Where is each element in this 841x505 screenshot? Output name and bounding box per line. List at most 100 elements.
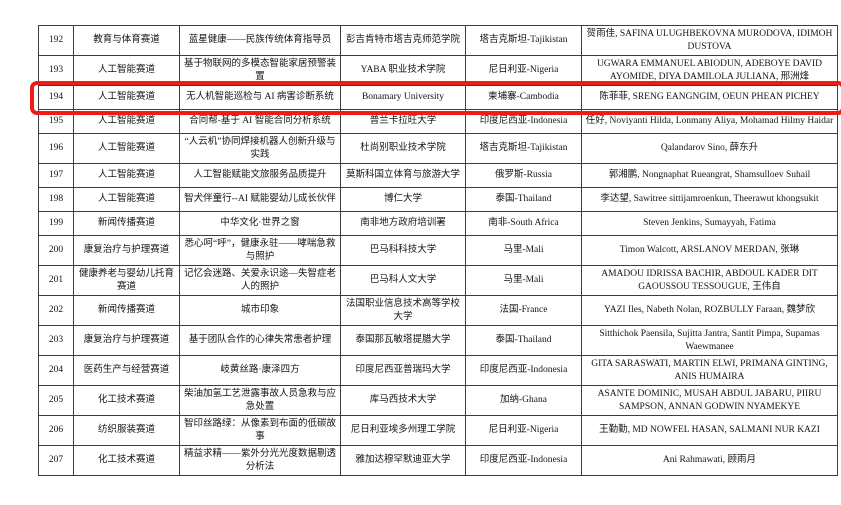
cell-university: Bonamary University — [340, 85, 466, 110]
cell-country: 印度尼西亚-Indonesia — [465, 445, 582, 476]
cell-members: 陈菲菲, SRENG EANGNGIM, OEUN PHEAN PICHEY — [581, 85, 838, 110]
cell-project: 智印丝路绿：从像素到布面的低碳故事 — [179, 415, 341, 446]
cell-members: 贺雨佳, SAFINA ULUGHBEKOVNA MURODOVA, IDIMO… — [581, 25, 838, 56]
cell-university: 库马西技术大学 — [340, 385, 466, 416]
cell-members: 李达望, Sawitree sittijamroenkun, Theerawut… — [581, 187, 838, 212]
cell-project: 人工智能赋能文旅服务品质提升 — [179, 163, 341, 188]
cell-members: 任好, Noviyanti Hilda, Lonmany Aliya, Moha… — [581, 109, 838, 134]
table-row: 207 化工技术赛道 精益求精——紫外分光光度数据剔透分析法 雅加达穆罕默迪亚大学 印度… — [38, 445, 838, 476]
cell-members: AMADOU IDRISSA BACHIR, ABDOUL KADER DIT … — [581, 265, 838, 296]
cell-track: 人工智能赛道 — [73, 133, 180, 164]
table-row: 200 康复治疗与护理赛道 悉心呵“呼”，健康永驻——哮喘急救与照护 巴马科科技大学马… — [38, 235, 838, 266]
table-row: 193 人工智能赛道 基于物联网的多模态智能家居预警装置 YABA 职业技术学院 尼日利… — [38, 55, 838, 86]
cell-university: 彭吉肯特市塔吉克师范学院 — [340, 25, 466, 56]
cell-country: 泰国-Thailand — [465, 187, 582, 212]
cell-country: 法国-France — [465, 295, 582, 326]
cell-university: 博仁大学 — [340, 187, 466, 212]
cell-university: 法国职业信息技术高等学校大学 — [340, 295, 466, 326]
cell-number: 195 — [38, 109, 74, 134]
cell-track: 人工智能赛道 — [73, 85, 180, 110]
cell-number: 202 — [38, 295, 74, 326]
cell-country: 马里-Mali — [465, 265, 582, 296]
cell-members: GITA SARASWATI, MARTIN ELWI, PRIMANA GIN… — [581, 355, 838, 386]
cell-university: 雅加达穆罕默迪亚大学 — [340, 445, 466, 476]
cell-university: 莫斯科国立体育与旅游大学 — [340, 163, 466, 188]
cell-project: 记忆会迷路、关爱永识途—失智症老人的照护 — [179, 265, 341, 296]
cell-number: 198 — [38, 187, 74, 212]
table-row: 206 纺织服装赛道 智印丝路绿：从像素到布面的低碳故事 尼日利亚埃多州理工学院 尼日利… — [38, 415, 838, 446]
cell-members: Timon Walcott, ARSLANOV MERDAN, 张琳 — [581, 235, 838, 266]
table-row: 204 医药生产与经营赛道 岐黄丝路·康泽四方 印度尼西亚普瑞玛大学 印度尼西亚-Ind… — [38, 355, 838, 386]
cell-number: 196 — [38, 133, 74, 164]
cell-members: ASANTE DOMINIC, MUSAH ABDUL JABARU, PIIR… — [581, 385, 838, 416]
cell-track: 人工智能赛道 — [73, 187, 180, 212]
cell-country: 印度尼西亚-Indonesia — [465, 109, 582, 134]
cell-number: 206 — [38, 415, 74, 446]
cell-members: YAZI Iles, Nabeth Nolan, ROZBULLY Faraan… — [581, 295, 838, 326]
cell-number: 201 — [38, 265, 74, 296]
table-row: 192 教育与体育赛道 蓝星健康——民族传统体育指导员 彭吉肯特市塔吉克师范学院 塔吉克… — [38, 25, 838, 56]
cell-project: 柴油加氢工艺泄露事故人员急救与应急处置 — [179, 385, 341, 416]
cell-track: 化工技术赛道 — [73, 445, 180, 476]
cell-project: “人云机”协同焊接机器人创新升级与实践 — [179, 133, 341, 164]
cell-track: 医药生产与经营赛道 — [73, 355, 180, 386]
table-row: 194 人工智能赛道 无人机智能巡检与 AI 病害诊断系统 Bonamary Univ… — [38, 85, 838, 110]
cell-members: UGWARA EMMANUEL ABIODUN, ADEBOYE DAVID A… — [581, 55, 838, 86]
cell-project: 基于团队合作的心律失常患者护理 — [179, 325, 341, 356]
table-row: 199 新闻传播赛道 中华文化·世界之窗 南非地方政府培训署 南非-South Afri… — [38, 211, 838, 236]
cell-track: 教育与体育赛道 — [73, 25, 180, 56]
cell-number: 199 — [38, 211, 74, 236]
cell-members: Qalandarov Sino, 薛东升 — [581, 133, 838, 164]
cell-track: 化工技术赛道 — [73, 385, 180, 416]
cell-track: 人工智能赛道 — [73, 163, 180, 188]
table-row: 202 新闻传播赛道 城市印象 法国职业信息技术高等学校大学 法国-France YAZI… — [38, 295, 838, 326]
cell-university: 南非地方政府培训署 — [340, 211, 466, 236]
cell-project: 基于物联网的多模态智能家居预警装置 — [179, 55, 341, 86]
cell-number: 200 — [38, 235, 74, 266]
cell-members: 郭湘鹏, Nongnaphat Rueangrat, Shamsulloev S… — [581, 163, 838, 188]
cell-number: 205 — [38, 385, 74, 416]
cell-project: 无人机智能巡检与 AI 病害诊断系统 — [179, 85, 341, 110]
cell-university: 尼日利亚埃多州理工学院 — [340, 415, 466, 446]
cell-university: 巴马科人文大学 — [340, 265, 466, 296]
cell-university: 印度尼西亚普瑞玛大学 — [340, 355, 466, 386]
cell-university: 杜尚别职业技术学院 — [340, 133, 466, 164]
cell-country: 泰国-Thailand — [465, 325, 582, 356]
table-row: 198 人工智能赛道 智犬伴童行--AI 赋能婴幼儿成长伙伴 博仁大学 泰国-Thail… — [38, 187, 838, 212]
cell-country: 印度尼西亚-Indonesia — [465, 355, 582, 386]
cell-track: 新闻传播赛道 — [73, 211, 180, 236]
cell-members: Sitthichok Paensila, Sujitta Jantra, San… — [581, 325, 838, 356]
cell-university: 巴马科科技大学 — [340, 235, 466, 266]
cell-project: 岐黄丝路·康泽四方 — [179, 355, 341, 386]
cell-track: 新闻传播赛道 — [73, 295, 180, 326]
cell-track: 健康养老与婴幼儿托育赛道 — [73, 265, 180, 296]
cell-number: 203 — [38, 325, 74, 356]
cell-country: 尼日利亚-Nigeria — [465, 55, 582, 86]
cell-number: 192 — [38, 25, 74, 56]
table-row: 196 人工智能赛道 “人云机”协同焊接机器人创新升级与实践 杜尚别职业技术学院 塔吉克… — [38, 133, 838, 164]
table-row: 197 人工智能赛道 人工智能赋能文旅服务品质提升 莫斯科国立体育与旅游大学 俄罗斯-R… — [38, 163, 838, 188]
cell-number: 193 — [38, 55, 74, 86]
cell-project: 合同帮-基于 AI 智能合同分析系统 — [179, 109, 341, 134]
cell-number: 197 — [38, 163, 74, 188]
cell-country: 尼日利亚-Nigeria — [465, 415, 582, 446]
cell-country: 马里-Mali — [465, 235, 582, 266]
cell-project: 城市印象 — [179, 295, 341, 326]
cell-number: 194 — [38, 85, 74, 110]
table-row: 201 健康养老与婴幼儿托育赛道 记忆会迷路、关爱永识途—失智症老人的照护 巴马科人文… — [38, 265, 838, 296]
cell-university: YABA 职业技术学院 — [340, 55, 466, 86]
cell-number: 207 — [38, 445, 74, 476]
cell-members: 王勤勤, MD NOWFEL HASAN, SALMANI NUR KAZI — [581, 415, 838, 446]
results-table: 192 教育与体育赛道 蓝星健康——民族传统体育指导员 彭吉肯特市塔吉克师范学院 塔吉克… — [38, 25, 838, 476]
table-row: 203 康复治疗与护理赛道 基于团队合作的心律失常患者护理 泰国那瓦敏塔提腊大学 泰国-… — [38, 325, 838, 356]
cell-number: 204 — [38, 355, 74, 386]
table-row: 205 化工技术赛道 柴油加氢工艺泄露事故人员急救与应急处置 库马西技术大学 加纳-Gh… — [38, 385, 838, 416]
cell-university: 普兰卡拉旺大学 — [340, 109, 466, 134]
cell-track: 纺织服装赛道 — [73, 415, 180, 446]
cell-track: 人工智能赛道 — [73, 109, 180, 134]
cell-university: 泰国那瓦敏塔提腊大学 — [340, 325, 466, 356]
cell-country: 南非-South Africa — [465, 211, 582, 236]
cell-project: 悉心呵“呼”，健康永驻——哮喘急救与照护 — [179, 235, 341, 266]
cell-members: Steven Jenkins, Sumayyah, Fatima — [581, 211, 838, 236]
